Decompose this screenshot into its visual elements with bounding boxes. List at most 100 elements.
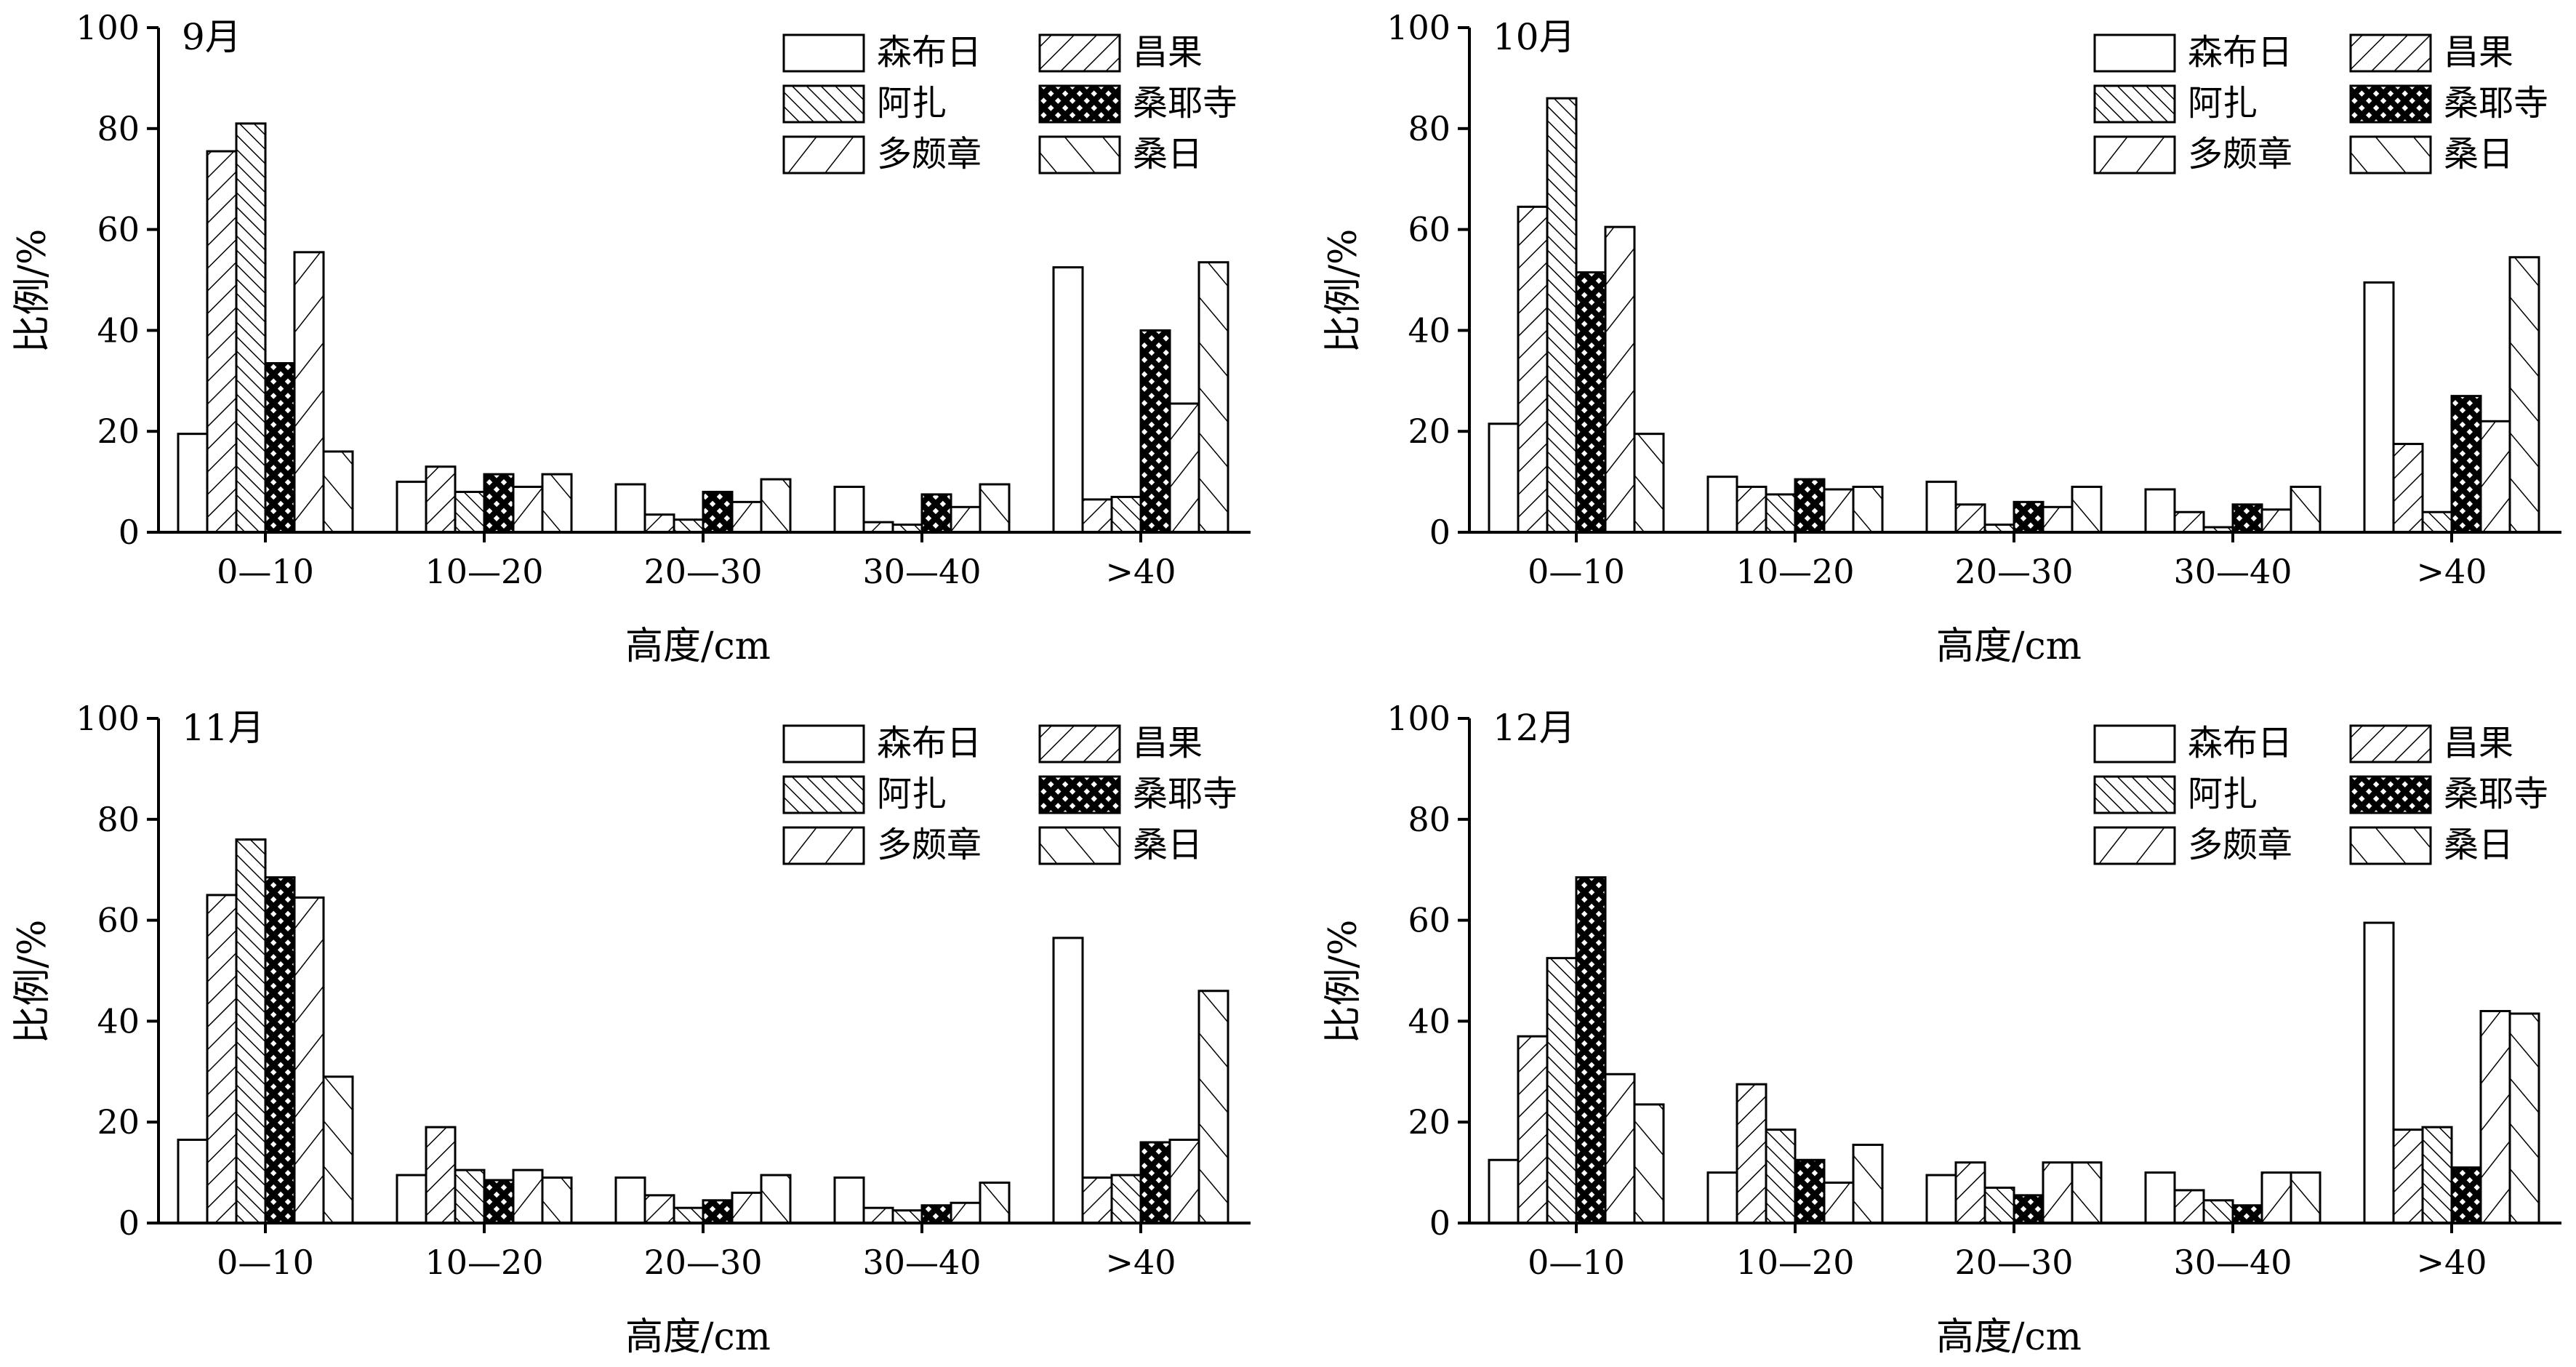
bar-桑耶寺-30—40 — [920, 1204, 952, 1224]
x-tick-label: 20—30 — [643, 1243, 762, 1282]
x-tick-label: 0—10 — [217, 552, 314, 591]
bar-多颇章-30—40 — [2260, 508, 2292, 534]
x-tick-label: 10—20 — [1736, 1243, 1854, 1282]
bar-森布日-10—20 — [396, 1174, 428, 1224]
legend-label: 森布日 — [2188, 32, 2292, 73]
x-tick-label: 10—20 — [425, 1243, 543, 1282]
bar-桑日-20—30 — [760, 1174, 792, 1224]
y-tick-label: 20 — [1408, 412, 1450, 451]
bar-桑耶寺-10—20 — [1794, 1158, 1826, 1224]
y-tick-label: 20 — [1408, 1102, 1450, 1142]
bar-昌果->40 — [1081, 1176, 1113, 1224]
bar-多颇章->40 — [1168, 1138, 1200, 1224]
bar-桑日-30—40 — [979, 1181, 1011, 1224]
bar-昌果-20—30 — [643, 1194, 675, 1224]
bar-昌果-20—30 — [1954, 503, 1986, 534]
legend-label: 阿扎 — [877, 83, 947, 124]
chart-panel-2: 10月 比例/% 高度/cm 0 20 40 60 80 100 0—10 10—20 20—3… — [1322, 8, 2561, 668]
bar-阿扎->40 — [2421, 510, 2453, 534]
bar-森布日->40 — [1052, 266, 1084, 534]
legend-swatch — [2093, 775, 2176, 814]
x-tick-label: 0—10 — [217, 1243, 314, 1282]
bar-多颇章-0—10 — [293, 896, 325, 1224]
bar-森布日-10—20 — [1706, 476, 1738, 534]
bar-桑耶寺-0—10 — [264, 876, 296, 1224]
y-tick-label: 60 — [97, 901, 140, 940]
legend-label: 桑耶寺 — [1133, 774, 1237, 814]
bar-森布日-0—10 — [1488, 422, 1520, 534]
y-tick-label: 80 — [97, 800, 140, 839]
bar-桑日->40 — [2508, 256, 2540, 534]
bar-桑耶寺-30—40 — [2231, 1204, 2263, 1224]
bar-阿扎->40 — [1110, 1174, 1142, 1224]
legend-swatch — [2349, 135, 2432, 175]
bar-阿扎->40 — [1110, 495, 1142, 534]
x-tick-label: >40 — [2416, 552, 2487, 591]
bar-森布日-0—10 — [1488, 1158, 1520, 1224]
legend-swatch — [1038, 826, 1121, 865]
y-tick-label: 40 — [1408, 310, 1450, 350]
legend-swatch — [1038, 84, 1121, 124]
bar-多颇章-20—30 — [731, 500, 763, 534]
legend-swatch — [782, 84, 865, 124]
bar-森布日-0—10 — [177, 1138, 209, 1224]
legend-label: 多颇章 — [877, 134, 982, 175]
bar-桑耶寺-10—20 — [483, 473, 515, 534]
bar-桑耶寺-0—10 — [264, 362, 296, 534]
bar-多颇章-30—40 — [950, 505, 982, 534]
bar-桑耶寺->40 — [2450, 395, 2482, 534]
x-axis-title: 高度/cm — [625, 625, 771, 668]
bar-阿扎-0—10 — [1546, 957, 1578, 1224]
bar-阿扎-0—10 — [1546, 97, 1578, 534]
y-tick-label: 0 — [1429, 1203, 1450, 1243]
bar-桑耶寺->40 — [2450, 1166, 2482, 1224]
bar-森布日-10—20 — [1706, 1171, 1738, 1224]
bar-多颇章->40 — [2479, 420, 2511, 534]
legend-label: 阿扎 — [2188, 774, 2258, 814]
bar-阿扎-10—20 — [1765, 1129, 1797, 1224]
legend-swatch — [2349, 724, 2432, 763]
bar-桑耶寺-30—40 — [2231, 503, 2263, 534]
bar-桑耶寺-10—20 — [1794, 478, 1826, 534]
legend-swatch — [2093, 826, 2176, 865]
legend-swatch — [1038, 33, 1121, 73]
legend-swatch — [782, 724, 865, 763]
bar-桑耶寺-20—30 — [702, 1199, 734, 1224]
bar-多颇章-0—10 — [1604, 1073, 1636, 1224]
panel-title: 10月 — [1493, 16, 1576, 58]
chart-panel-4: 12月 比例/% 高度/cm 0 20 40 60 80 100 0—10 10—20 20—3… — [1322, 699, 2561, 1359]
legend-label: 昌果 — [2444, 723, 2513, 763]
bar-阿扎-30—40 — [2202, 1199, 2234, 1224]
bar-桑日-0—10 — [322, 450, 354, 534]
legend-swatch — [1038, 724, 1121, 763]
bar-桑日-20—30 — [760, 478, 792, 534]
bar-多颇章-20—30 — [2042, 1161, 2074, 1224]
bar-桑耶寺->40 — [1139, 329, 1171, 534]
bar-森布日-30—40 — [2144, 1171, 2176, 1224]
bar-多颇章-30—40 — [950, 1201, 982, 1224]
x-tick-label: 0—10 — [1528, 1243, 1625, 1282]
bar-桑日->40 — [1197, 990, 1229, 1224]
y-tick-label: 100 — [76, 699, 140, 738]
bar-昌果-10—20 — [1736, 1083, 1768, 1224]
bar-阿扎-20—30 — [1983, 1186, 2015, 1224]
bar-昌果-0—10 — [1517, 205, 1549, 534]
legend-label: 桑耶寺 — [2444, 83, 2548, 124]
y-tick-label: 100 — [1387, 8, 1450, 47]
x-tick-label: 20—30 — [1954, 1243, 2073, 1282]
legend-label: 昌果 — [1133, 32, 1203, 73]
bar-森布日-20—30 — [614, 483, 646, 534]
bar-多颇章-10—20 — [1823, 488, 1855, 534]
bar-阿扎-30—40 — [891, 1209, 923, 1224]
bar-桑日-30—40 — [2290, 1171, 2322, 1224]
x-tick-label: 20—30 — [643, 552, 762, 591]
bar-多颇章-0—10 — [293, 251, 325, 534]
bar-昌果-30—40 — [2173, 1189, 2205, 1224]
bar-昌果-20—30 — [1954, 1161, 1986, 1224]
legend-swatch — [1038, 775, 1121, 814]
x-tick-label: 20—30 — [1954, 552, 2073, 591]
x-tick-label: 10—20 — [425, 552, 543, 591]
bar-桑耶寺-20—30 — [2013, 1194, 2045, 1224]
y-axis-title: 比例/% — [11, 229, 55, 353]
